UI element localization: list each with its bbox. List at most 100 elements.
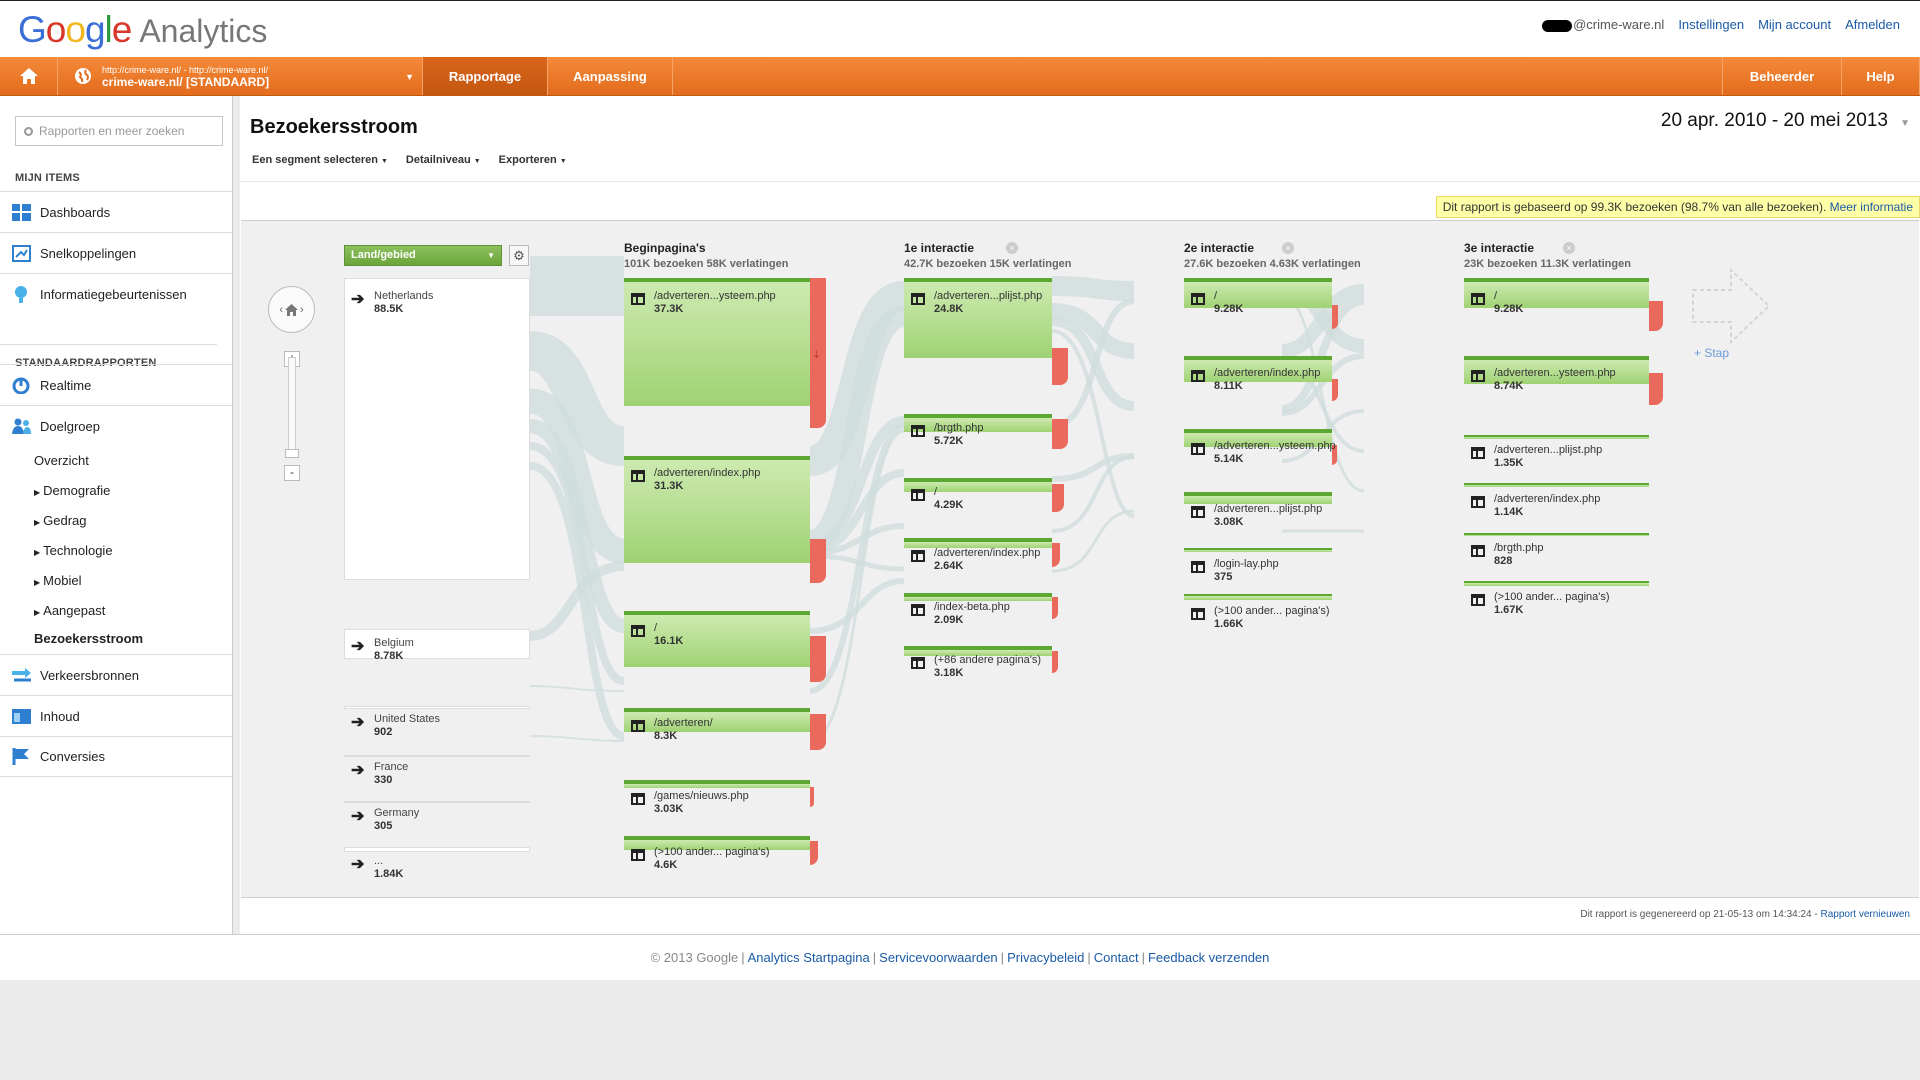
page-node[interactable] xyxy=(1184,548,1332,552)
page-node[interactable] xyxy=(1464,581,1649,586)
sidebar-sub-overview[interactable]: Overzicht xyxy=(34,453,89,468)
footer-link-terms[interactable]: Servicevoorwaarden xyxy=(879,950,998,965)
home-icon[interactable] xyxy=(285,303,298,316)
source-node-germany[interactable] xyxy=(344,801,530,803)
page-node[interactable] xyxy=(1464,483,1649,487)
sidebar-sub-demographics[interactable]: ▶ Demografie xyxy=(34,483,111,498)
more-info-link[interactable]: Meer informatie xyxy=(1829,200,1913,214)
source-node-belgium[interactable] xyxy=(344,629,530,659)
page-node[interactable] xyxy=(1464,533,1649,536)
drop-off-bar[interactable] xyxy=(1052,597,1058,619)
page-node[interactable] xyxy=(1184,594,1332,600)
add-step-button[interactable]: + Stap xyxy=(1694,346,1730,360)
close-column-icon[interactable]: × xyxy=(1563,242,1575,254)
page-node[interactable] xyxy=(624,456,810,563)
drop-off-bar[interactable] xyxy=(1052,419,1068,449)
page-node[interactable] xyxy=(1184,492,1332,504)
help-button[interactable]: Help xyxy=(1842,57,1920,95)
sidebar-item-shortcuts[interactable]: Snelkoppelingen xyxy=(0,232,232,273)
tab-aanpassing[interactable]: Aanpassing xyxy=(548,57,673,95)
page-node[interactable] xyxy=(624,611,810,667)
page-node[interactable] xyxy=(1184,429,1332,447)
footer-link-privacy[interactable]: Privacybeleid xyxy=(1007,950,1085,965)
sidebar-sub-visitors-flow[interactable]: Bezoekersstroom xyxy=(34,631,144,646)
chevron-right-icon[interactable]: › xyxy=(300,303,304,316)
source-node-france[interactable] xyxy=(344,755,530,757)
page-node[interactable] xyxy=(904,478,1052,492)
page-node[interactable] xyxy=(1464,356,1649,384)
tab-rapportage[interactable]: Rapportage xyxy=(423,57,548,95)
admin-button[interactable]: Beheerder xyxy=(1722,57,1842,95)
page-node[interactable] xyxy=(1184,356,1332,382)
page-node[interactable] xyxy=(624,836,810,850)
page-node[interactable] xyxy=(1464,278,1649,308)
drop-off-bar[interactable] xyxy=(810,787,814,807)
settings-link[interactable]: Instellingen xyxy=(1678,17,1745,32)
page-node[interactable] xyxy=(624,780,810,788)
drop-off-bar[interactable] xyxy=(1332,305,1338,329)
drop-off-bar[interactable] xyxy=(810,714,826,750)
page-node[interactable] xyxy=(904,414,1052,432)
gear-icon[interactable]: ⚙ xyxy=(509,245,529,266)
sidebar-item-intelligence-events[interactable]: Informatiegebeurtenissen xyxy=(0,273,232,314)
close-column-icon[interactable]: × xyxy=(1006,242,1018,254)
drop-off-bar[interactable] xyxy=(810,841,818,865)
drop-off-bar[interactable] xyxy=(1052,348,1068,385)
sidebar-item-conversions[interactable]: Conversies xyxy=(0,736,232,777)
page-node[interactable] xyxy=(904,538,1052,548)
drop-off-bar[interactable] xyxy=(810,278,826,428)
page-node[interactable] xyxy=(904,593,1052,601)
sidebar-sub-behavior[interactable]: ▶ Gedrag xyxy=(34,513,87,528)
footer-link-feedback[interactable]: Feedback verzenden xyxy=(1147,950,1270,965)
footer-link-contact[interactable]: Contact xyxy=(1093,950,1139,965)
drop-off-bar[interactable] xyxy=(1649,373,1663,405)
drop-off-bar[interactable] xyxy=(1052,484,1064,512)
sidebar-sub-mobile[interactable]: ▶ Mobiel xyxy=(34,573,82,588)
page-node[interactable] xyxy=(624,708,810,732)
sidebar-item-content[interactable]: Inhoud xyxy=(0,695,232,736)
drop-off-bar[interactable] xyxy=(1332,379,1338,401)
detail-level-button[interactable]: Detailniveau ▼ xyxy=(405,154,481,166)
page-node[interactable] xyxy=(1464,435,1649,439)
refresh-report-link[interactable]: Rapport vernieuwen xyxy=(1820,909,1911,920)
sidebar-item-traffic-sources[interactable]: Verkeersbronnen xyxy=(0,654,232,695)
page-node[interactable] xyxy=(1184,278,1332,308)
drop-off-bar[interactable] xyxy=(1649,301,1663,331)
drop-off-bar[interactable] xyxy=(1052,543,1060,567)
report-search-input[interactable]: Rapporten en meer zoeken xyxy=(15,116,223,146)
export-button[interactable]: Exporteren ▼ xyxy=(498,154,567,166)
drop-off-bar[interactable] xyxy=(810,539,826,583)
footer-link-analytics-home[interactable]: Analytics Startpagina xyxy=(747,950,870,965)
redacted-mark xyxy=(1542,19,1573,32)
sidebar-sub-custom[interactable]: ▶ Aangepast xyxy=(34,603,106,618)
dimension-dropdown[interactable]: Land/gebied ▼ xyxy=(344,245,502,266)
my-account-link[interactable]: Mijn account xyxy=(1758,17,1832,32)
zoom-slider[interactable] xyxy=(288,357,296,457)
zoom-slider-handle[interactable] xyxy=(285,449,299,458)
zoom-out-button[interactable]: - xyxy=(284,465,300,481)
close-column-icon[interactable]: × xyxy=(1282,242,1294,254)
pan-control[interactable]: ‹ › xyxy=(268,286,315,333)
google-analytics-logo[interactable]: Google Analytics xyxy=(18,9,268,50)
drop-off-bar[interactable] xyxy=(1332,445,1337,465)
profile-selector[interactable]: http://crime-ware.nl/ - http://crime-war… xyxy=(58,57,423,95)
page-node[interactable] xyxy=(624,278,810,406)
chevron-left-icon[interactable]: ‹ xyxy=(279,303,283,316)
source-node-netherlands[interactable] xyxy=(344,278,530,580)
sign-out-link[interactable]: Afmelden xyxy=(1845,17,1900,32)
source-node-other[interactable] xyxy=(344,847,530,852)
sidebar-sub-technology[interactable]: ▶ Technologie xyxy=(34,543,113,558)
drop-off-bar[interactable] xyxy=(810,636,826,682)
page-node[interactable] xyxy=(904,278,1052,358)
date-range-picker[interactable]: 20 apr. 2010 - 20 mei 2013 ▼ xyxy=(1661,110,1910,132)
segment-select-button[interactable]: Een segment selecteren ▼ xyxy=(252,154,388,166)
next-step-arrow-icon[interactable] xyxy=(1691,266,1773,346)
drop-off-bar[interactable] xyxy=(1052,651,1058,673)
sidebar-item-dashboards[interactable]: Dashboards xyxy=(0,191,232,232)
visitors-flow-canvas[interactable]: Land/gebied ▼ ⚙ ‹ › + - Beginpagina's 10… xyxy=(241,220,1919,898)
page-node[interactable] xyxy=(904,646,1052,656)
sidebar-item-realtime[interactable]: Realtime xyxy=(0,364,232,405)
home-button[interactable] xyxy=(0,57,58,95)
source-node-united-states[interactable] xyxy=(344,706,530,709)
sidebar-item-audience[interactable]: Doelgroep xyxy=(0,405,232,446)
